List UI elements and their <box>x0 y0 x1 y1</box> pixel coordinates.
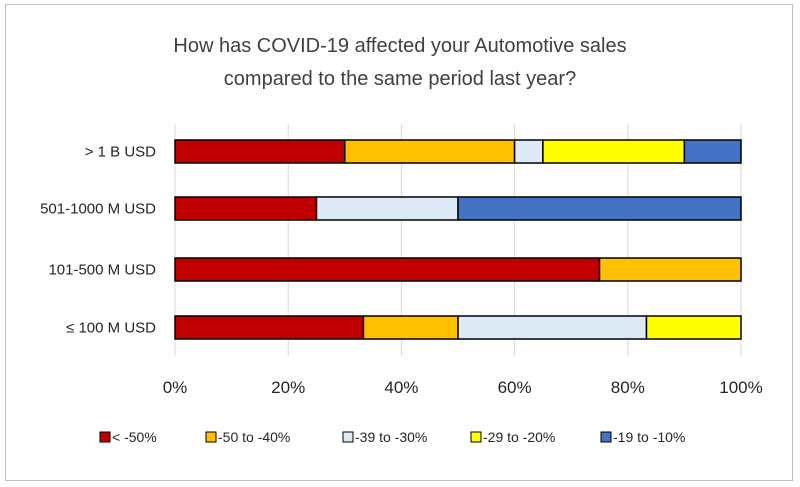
bar-segment <box>174 257 601 282</box>
legend-label: -29 to -20% <box>483 429 555 445</box>
legend-swatch <box>600 431 612 443</box>
category-label: 101-500 M USD <box>48 262 156 279</box>
bar-segment <box>344 139 516 164</box>
x-tick-label: 100% <box>719 378 762 397</box>
legend: < -50% -50 to -40% -39 to -30% -29 to -20% -… <box>99 429 685 445</box>
x-tick-label: 40% <box>384 378 418 397</box>
bar-segment <box>174 196 318 221</box>
x-tick-label: 80% <box>611 378 645 397</box>
legend-label: < -50% <box>112 429 157 445</box>
bar-segment <box>315 196 459 221</box>
bar-segment <box>645 315 742 340</box>
bars <box>174 139 742 340</box>
category-label: 501-1000 M USD <box>40 201 156 218</box>
x-tick-label: 0% <box>163 378 188 397</box>
bar-segment <box>598 257 742 282</box>
category-label: ≤ 100 M USD <box>66 320 156 337</box>
x-tick-label: 20% <box>271 378 305 397</box>
title-line: How has COVID-19 affected your Automotiv… <box>173 35 626 57</box>
legend-swatch <box>342 431 354 443</box>
bar-segment <box>457 196 742 221</box>
legend-swatch <box>470 431 482 443</box>
bar-segment <box>513 139 544 164</box>
x-tick-label: 60% <box>498 378 532 397</box>
title-line: compared to the same period last year? <box>224 68 576 90</box>
legend-swatch <box>205 431 217 443</box>
legend-label: -39 to -30% <box>355 429 427 445</box>
legend-label: -50 to -40% <box>218 429 290 445</box>
x-tick-labels: 0% 20% 40% 60% 80% 100% <box>163 378 763 397</box>
legend-label: -19 to -10% <box>613 429 685 445</box>
bar-segment <box>362 315 459 340</box>
bar-segment <box>683 139 742 164</box>
bar-segment <box>174 315 365 340</box>
bar-segment <box>542 139 686 164</box>
category-labels: > 1 B USD 501-1000 M USD 101-500 M USD ≤ 10… <box>40 144 156 337</box>
category-label: > 1 B USD <box>85 144 156 161</box>
bar-segment <box>174 139 346 164</box>
legend-swatch <box>99 431 111 443</box>
bar-segment <box>457 315 648 340</box>
chart-title: How has COVID-19 affected your Automotiv… <box>173 35 626 90</box>
chart-frame <box>5 4 793 481</box>
